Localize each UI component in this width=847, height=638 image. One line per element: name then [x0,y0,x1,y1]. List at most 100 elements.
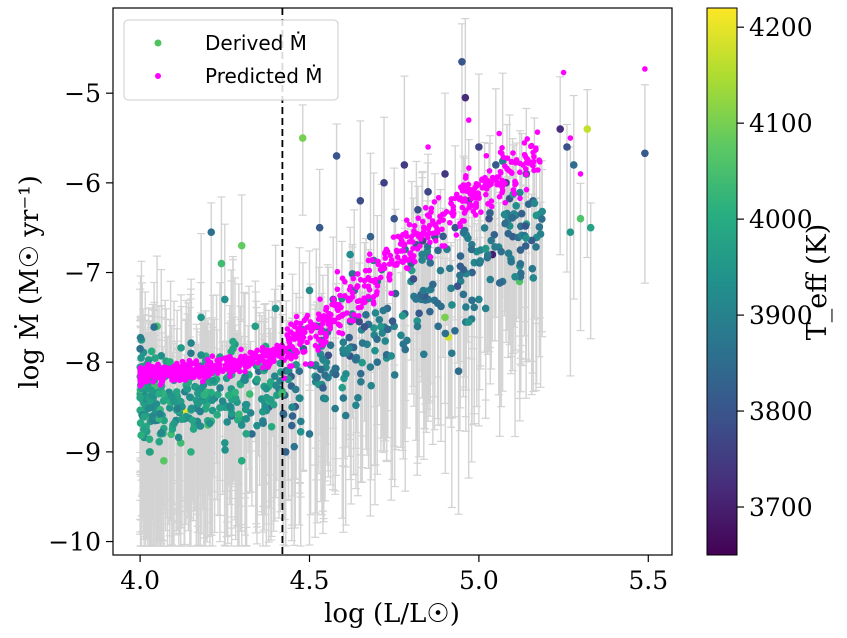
derived-point [535,223,544,231]
derived-point [475,143,483,151]
derived-point [356,196,365,205]
derived-point [189,425,198,433]
derived-point [390,214,398,223]
derived-point [412,295,420,303]
predicted-point [426,230,433,237]
derived-point [357,378,365,386]
derived-point [459,228,468,237]
derived-point [207,388,215,397]
derived-point [279,410,288,419]
derived-point [178,415,186,424]
derived-point [187,339,195,347]
predicted-point [401,241,408,248]
predicted-point [403,230,409,236]
predicted-point [183,373,190,380]
predicted-point [394,254,401,261]
predicted-point [354,271,361,277]
predicted-point [288,321,294,327]
derived-point [521,222,530,230]
predicted-point [193,358,200,364]
derived-point [436,266,445,275]
predicted-point [355,304,362,311]
legend-derived-marker [154,39,162,47]
derived-point [384,325,392,334]
derived-point [538,215,546,223]
derived-point [476,257,485,265]
colorbar-tick-label: 4000 [749,205,813,234]
derived-point [167,392,176,401]
predicted-point [521,140,528,146]
derived-point [288,403,296,411]
derived-point [216,404,224,412]
predicted-point [350,317,356,324]
derived-point [242,415,251,423]
predicted-point [513,157,520,163]
predicted-point [307,335,313,341]
predicted-point [496,194,503,200]
plot-frame [112,7,673,556]
derived-point [391,289,400,298]
derived-point [516,260,525,268]
predicted-point [310,323,316,330]
y-tick-label: −8 [64,348,101,377]
derived-point [524,200,533,208]
derived-point [454,367,463,375]
predicted-point [335,307,341,314]
legend-predicted-label: Predicted Ṁ [205,64,323,88]
y-tick-label: −7 [64,259,101,288]
predicted-point [463,172,469,179]
derived-point [245,390,254,398]
derived-point [355,317,363,326]
derived-point [495,279,504,287]
derived-point [296,427,305,436]
x-tick-label: 4.5 [290,566,330,595]
derived-point [166,404,174,412]
derived-point [501,219,509,228]
predicted-point [137,364,144,371]
predicted-point [398,235,404,242]
predicted-point [296,332,303,339]
predicted-point [403,265,410,271]
predicted-point [354,283,361,289]
derived-point [345,344,353,353]
predicted-point [426,222,433,229]
derived-point [155,410,164,418]
predicted-point [642,66,648,72]
predicted-point [523,186,530,193]
predicted-point [181,361,188,368]
predicted-point [453,232,460,238]
predicted-point [330,296,337,302]
predicted-point [361,295,367,302]
predicted-point [502,163,508,169]
derived-point [188,416,197,425]
predicted-point [236,368,243,375]
predicted-point [373,291,380,298]
derived-point [136,333,145,342]
predicted-point [201,373,207,379]
predicted-point [339,330,346,337]
derived-point [231,394,240,403]
colorbar-tick-label: 4200 [749,13,813,42]
derived-point [166,358,174,366]
predicted-point [261,358,267,365]
predicted-point [424,234,431,241]
derived-point [354,394,362,402]
predicted-point [382,250,388,257]
predicted-point [238,354,245,361]
legend-predicted-marker [155,73,161,79]
derived-point [172,388,181,396]
derived-point [339,346,347,354]
predicted-point [334,286,341,293]
derived-point [434,322,443,331]
predicted-point [288,363,295,369]
predicted-point [315,316,322,322]
derived-point [490,230,499,239]
predicted-point [366,251,373,257]
predicted-point [441,211,448,217]
derived-point [213,411,221,419]
derived-point [530,199,539,208]
predicted-point [267,355,273,361]
predicted-point [329,301,335,308]
derived-point [267,422,276,431]
derived-point [262,384,271,393]
